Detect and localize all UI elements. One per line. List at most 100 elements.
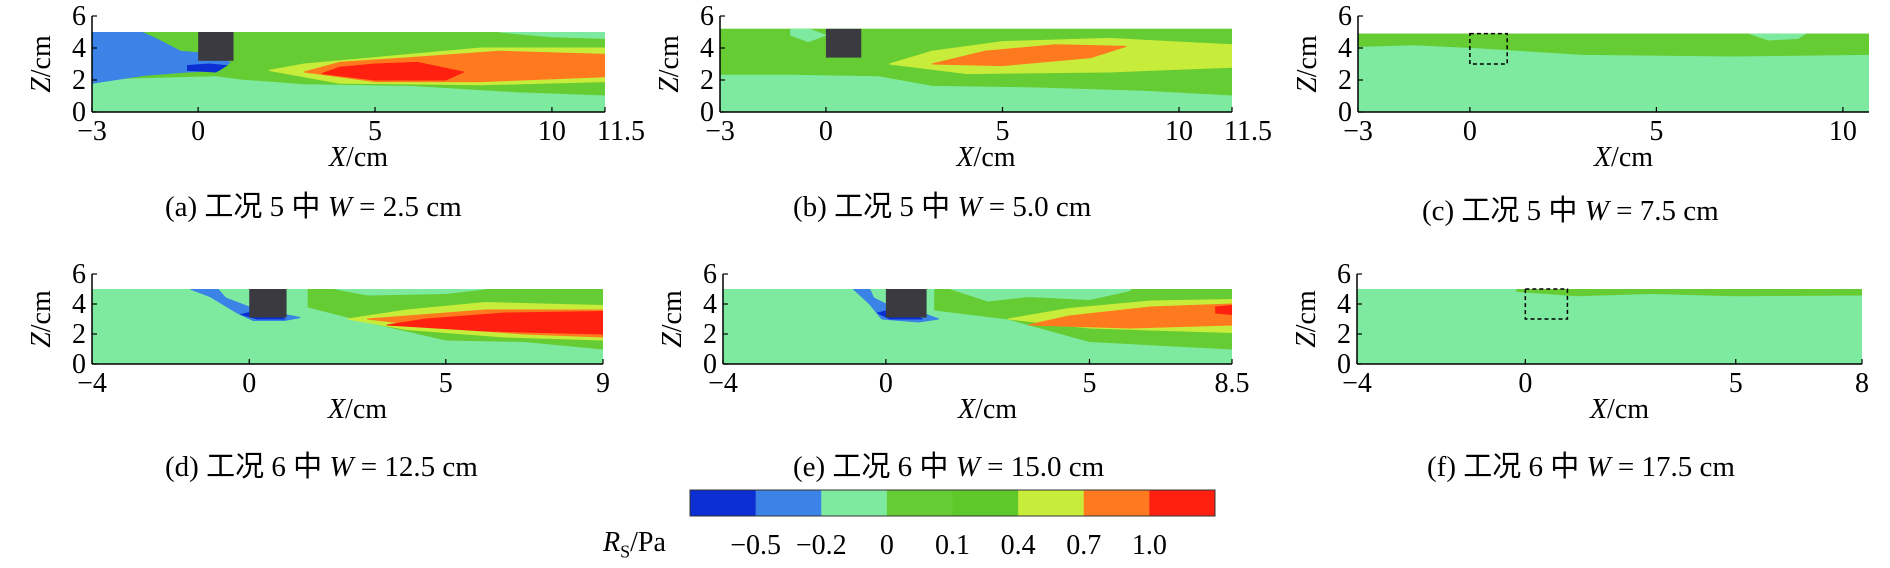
- y-tick-label-a-2: 4: [72, 33, 86, 64]
- x-tick-label-a-1: 0: [191, 116, 205, 147]
- x-tick-label-a-2: 5: [368, 116, 382, 147]
- caption-d-var: W: [329, 451, 354, 483]
- x-tick-label-c-2: 5: [1649, 116, 1663, 147]
- x-tick-label-e-2: 5: [1082, 368, 1096, 399]
- y-axis-title-var-e: Z: [657, 332, 688, 348]
- y-tick-label-c-3: 6: [1338, 1, 1352, 32]
- caption-e: (e) 工况 6 中 W = 15.0 cm: [793, 443, 1104, 485]
- colorbar-bin-7: [1149, 490, 1216, 516]
- x-tick-label-f-0: −4: [1342, 368, 1372, 399]
- contour-regions-d: [92, 289, 603, 364]
- caption-b-value: = 5.0 cm: [981, 191, 1092, 223]
- y-axis-title-var-a: Z: [26, 77, 57, 93]
- colorbar-bin-6: [1083, 490, 1150, 516]
- caption-e-var: W: [955, 451, 980, 483]
- colorbar-label-main: R: [603, 527, 621, 558]
- x-axis-title-unit-a: /cm: [346, 142, 388, 173]
- x-tick-label-b-0: −3: [705, 116, 735, 147]
- y-tick-label-d-1: 2: [72, 319, 86, 350]
- x-tick-label-b-3: 10: [1165, 116, 1193, 147]
- obstacle-block-a: [198, 32, 234, 61]
- y-tick-label-e-2: 4: [703, 289, 717, 320]
- colorbar-tick-5: 0.7: [1066, 530, 1101, 561]
- colorbar-bin-3: [886, 490, 953, 516]
- caption-c-var: W: [1584, 195, 1609, 227]
- y-tick-label-b-2: 4: [700, 33, 714, 64]
- y-tick-label-f-0: 0: [1337, 349, 1351, 380]
- caption-d-value: = 12.5 cm: [353, 451, 478, 483]
- contour-region-f-1: [1516, 289, 1862, 297]
- y-axis-title-d: Z/cm: [26, 290, 57, 348]
- y-tick-label-a-1: 2: [72, 65, 86, 96]
- caption-c-prefix: (c) 工况 5 中: [1422, 195, 1585, 227]
- x-tick-label-d-0: −4: [77, 368, 107, 399]
- colorbar-frame: [689, 489, 1216, 517]
- caption-c: (c) 工况 5 中 W = 7.5 cm: [1422, 187, 1719, 229]
- caption-b-var: W: [957, 191, 982, 223]
- x-tick-label-d-3: 9: [596, 368, 610, 399]
- contour-region-b-4: [931, 44, 1127, 67]
- colorbar-tick-4: 0.4: [1001, 530, 1036, 561]
- x-axis-title-d: X/cm: [327, 394, 387, 425]
- x-axis-title-var-f: X: [1589, 394, 1608, 425]
- colorbar-label-sub: S: [620, 541, 631, 562]
- caption-f-value: = 17.5 cm: [1610, 451, 1735, 483]
- y-axis-title-unit-a: /cm: [26, 35, 57, 77]
- colorbar-bin-4: [952, 490, 1019, 516]
- x-axis-title-e: X/cm: [957, 394, 1017, 425]
- colorbar-label: RS/Pa: [603, 527, 666, 563]
- x-tick-label-d-1: 0: [242, 368, 256, 399]
- y-axis-title-var-f: Z: [1291, 332, 1322, 348]
- x-axis-title-var-a: X: [328, 142, 347, 173]
- x-tick-label-a-0: −3: [77, 116, 107, 147]
- caption-d: (d) 工况 6 中 W = 12.5 cm: [165, 443, 478, 485]
- contour-regions-c: [1358, 33, 1869, 112]
- x-axis-title-unit-f: /cm: [1607, 394, 1649, 425]
- y-axis-title-var-b: Z: [654, 77, 685, 93]
- y-tick-label-b-3: 6: [700, 1, 714, 32]
- x-tick-label-c-1: 0: [1463, 116, 1477, 147]
- y-axis-title-unit-b: /cm: [654, 35, 685, 77]
- x-tick-label-e-1: 0: [879, 368, 893, 399]
- contour-region-c-1: [1358, 33, 1869, 57]
- caption-f: (f) 工况 6 中 W = 17.5 cm: [1427, 443, 1735, 485]
- colorbar-tick-2: 0: [880, 530, 894, 561]
- obstacle-outline-f: [1524, 288, 1569, 320]
- panel-c: 0 2 4 6 −3 0 5 10 X/cm Z/cm: [1265, 0, 1885, 240]
- y-axis-title-unit-e: /cm: [657, 290, 688, 332]
- caption-e-value: = 15.0 cm: [979, 451, 1105, 483]
- panel-f: 0 2 4 6 −4 0 5 8 X/cm Z/cm: [1265, 258, 1885, 498]
- x-axis-title-b: X/cm: [955, 142, 1015, 173]
- colorbar-tick-1: −0.2: [796, 530, 847, 561]
- colorbar-tick-6: 1.0: [1132, 530, 1167, 561]
- contour-region-d-5: [386, 310, 603, 335]
- x-tick-label-c-3: 10: [1829, 116, 1857, 147]
- contour-regions-f: [1357, 289, 1862, 364]
- colorbar-bin-1: [755, 490, 822, 516]
- caption-a-var: W: [327, 191, 352, 223]
- x-tick-label-d-2: 5: [439, 368, 453, 399]
- contour-region-c-2: [1749, 33, 1807, 41]
- contour-region-a-1: [92, 76, 605, 112]
- caption-a-value: = 2.5 cm: [351, 191, 462, 223]
- x-tick-label-c-0: −3: [1343, 116, 1373, 147]
- y-tick-label-d-0: 0: [72, 349, 86, 380]
- y-axis-title-unit-f: /cm: [1291, 290, 1322, 332]
- panel-a: 0 2 4 6 −3 0 5 10 11.5 X/cm Z/cm: [0, 0, 645, 240]
- contour-region-b-2: [790, 28, 828, 43]
- x-axis-title-var-e: X: [957, 394, 976, 425]
- y-tick-label-f-1: 2: [1337, 319, 1351, 350]
- contour-region-a-2: [498, 32, 605, 39]
- caption-f-prefix: (f) 工况 6 中: [1427, 451, 1587, 483]
- contour-region-e-5: [1215, 304, 1232, 316]
- x-tick-label-f-2: 5: [1729, 368, 1743, 399]
- y-axis-title-unit-c: /cm: [1292, 35, 1323, 77]
- y-axis-title-var-c: Z: [1292, 77, 1323, 93]
- y-tick-label-e-3: 6: [703, 259, 717, 290]
- colorbar-tick-3: 0.1: [935, 530, 970, 561]
